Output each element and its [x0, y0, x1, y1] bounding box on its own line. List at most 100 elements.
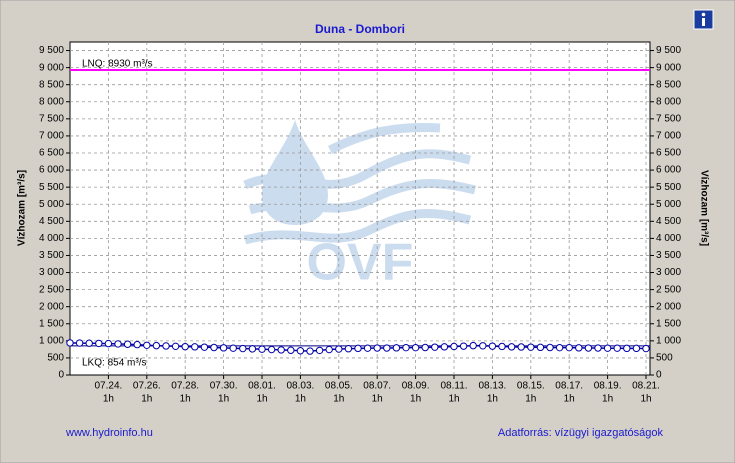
plot-border: [69, 41, 651, 376]
y2-tick-label: 6 000: [656, 165, 681, 176]
x-tick-label: 08.05.: [325, 381, 353, 392]
x-tick-label: 1h: [640, 394, 651, 405]
x-tick-label: 1h: [333, 394, 344, 405]
y2-tick-label: 4 000: [656, 233, 681, 244]
x-tick-label: 07.28.: [171, 381, 199, 392]
y-tick-label: 8 500: [39, 79, 64, 90]
x-tick-label: 1h: [564, 394, 575, 405]
data-point: [133, 340, 141, 349]
y-tick-label: 4 500: [39, 216, 64, 227]
footer-link[interactable]: www.hydroinfo.hu: [65, 427, 153, 439]
data-point: [488, 342, 497, 350]
data-point: [498, 342, 506, 351]
data-point: [325, 345, 333, 354]
data-point: [584, 344, 593, 352]
x-tick-label: 08.07.: [363, 381, 391, 392]
y2-tick-label: 3 500: [656, 250, 681, 261]
data-point: [306, 347, 314, 355]
watermark-logo: OVF: [243, 120, 477, 292]
data-point: [565, 343, 573, 352]
x-tick-label: 08.17.: [555, 381, 583, 392]
data-point: [642, 344, 650, 353]
reference-label: LNQ: 8930 m³/s: [82, 59, 153, 70]
data-point: [277, 346, 285, 354]
data-point: [354, 344, 362, 353]
data-point: [258, 345, 266, 353]
data-point: [575, 344, 583, 352]
data-point: [162, 342, 170, 350]
y2-tick-label: 9 500: [656, 45, 681, 56]
y-tick-label: 500: [47, 353, 64, 364]
y-tick-label: 7 000: [39, 131, 64, 142]
y-tick-label: 1 000: [39, 335, 64, 346]
data-point: [613, 344, 621, 352]
y2-tick-label: 1 500: [656, 318, 681, 329]
data-point: [459, 342, 468, 350]
data-point: [143, 341, 151, 349]
y2-tick-label: 8 500: [656, 79, 681, 90]
x-tick-label: 1h: [525, 394, 536, 405]
y2-tick-label: 5 000: [656, 199, 681, 210]
y2-tick-label: 3 000: [656, 267, 681, 278]
data-point: [239, 344, 247, 353]
data-point: [623, 344, 631, 353]
data-point: [267, 345, 276, 354]
y-tick-label: 3 000: [39, 267, 64, 278]
data-point: [171, 342, 180, 351]
y-tick-label: 6 000: [39, 165, 64, 176]
y2-tick-label: 9 000: [656, 62, 681, 73]
data-point: [469, 341, 477, 350]
x-tick-label: 1h: [410, 394, 421, 405]
data-point: [75, 339, 84, 347]
y2-tick-label: 6 500: [656, 148, 681, 159]
data-point: [402, 343, 410, 352]
info-icon[interactable]: [693, 9, 714, 30]
x-tick-label: 1h: [256, 394, 267, 405]
data-point: [210, 343, 218, 352]
data-point: [555, 343, 564, 352]
data-point: [383, 344, 391, 352]
x-tick-label: 08.11.: [440, 381, 467, 392]
y2-tick-label: 1 000: [656, 335, 681, 346]
y2-tick-label: 2 500: [656, 284, 681, 295]
x-tick-label: 08.09.: [402, 381, 430, 392]
y-tick-label: 7 500: [39, 113, 64, 124]
data-point: [594, 344, 602, 352]
y2-tick-label: 5 500: [656, 182, 681, 193]
y-tick-label: 9 500: [39, 45, 64, 56]
x-tick-label: 1h: [218, 394, 229, 405]
data-point: [411, 343, 420, 352]
x-tick-label: 08.01.: [248, 381, 276, 392]
data-point: [123, 340, 132, 348]
y2-tick-label: 2 000: [656, 301, 681, 312]
x-tick-label: 08.13.: [478, 381, 506, 392]
x-tick-label: 1h: [295, 394, 306, 405]
y2-tick-label: 8 000: [656, 96, 681, 107]
y-tick-label: 5 000: [39, 199, 64, 210]
y-tick-label: 9 000: [39, 62, 64, 73]
data-point: [229, 344, 237, 352]
x-tick-label: 1h: [141, 394, 152, 405]
y2-tick-label: 7 000: [656, 131, 681, 142]
x-tick-label: 1h: [487, 394, 498, 405]
data-point: [603, 344, 612, 352]
footer-source: Adatforrás: vízügyi igazgatóságok: [498, 427, 664, 439]
data-point: [296, 347, 305, 355]
y2-axis-label: Vízhozam [m³/s]: [698, 170, 709, 246]
y-tick-label: 4 000: [39, 233, 64, 244]
data-point: [421, 343, 429, 352]
x-tick-label: 1h: [448, 394, 459, 405]
data-point: [546, 343, 554, 352]
y-tick-label: 3 500: [39, 250, 64, 261]
data-point: [632, 344, 641, 353]
data-point: [507, 343, 516, 351]
y-tick-label: 2 000: [39, 301, 64, 312]
data-point: [104, 339, 113, 348]
data-point: [191, 343, 199, 351]
data-point: [536, 343, 545, 352]
y-tick-label: 5 500: [39, 182, 64, 193]
y2-tick-label: 500: [656, 353, 673, 364]
x-tick-label: 08.03.: [286, 381, 314, 392]
data-point: [335, 345, 343, 353]
